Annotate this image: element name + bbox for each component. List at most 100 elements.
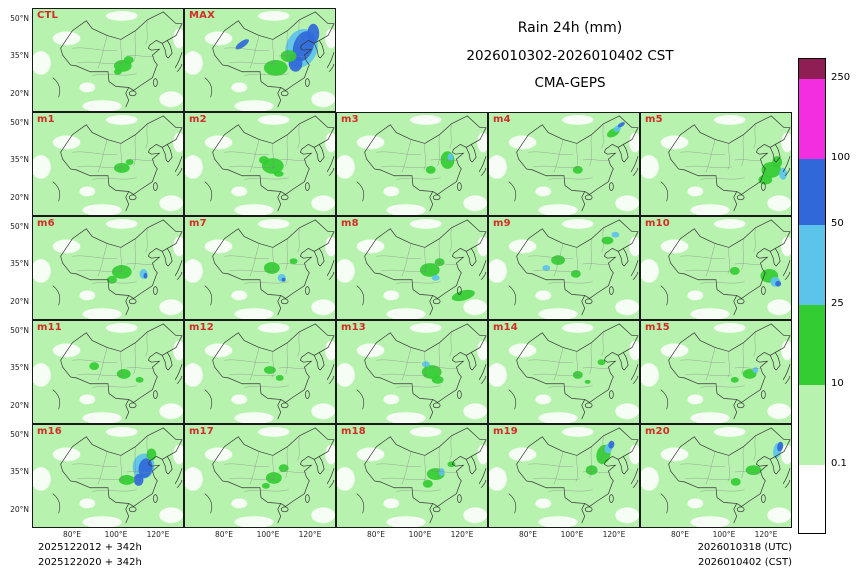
colorbar-label: 50	[831, 218, 844, 229]
map-panel-m18: m18	[336, 424, 488, 528]
y-axis-label: 35°N	[10, 363, 29, 372]
figure-model-name: CMA-GEPS	[534, 75, 606, 91]
y-axis-label: 50°N	[10, 14, 29, 23]
y-axis-label: 20°N	[10, 297, 29, 306]
colorbar-segment-250plus	[799, 59, 825, 79]
x-axis-label: 120°E	[754, 530, 778, 539]
panel-label-m16: m16	[37, 426, 62, 437]
y-axis-label: 20°N	[10, 505, 29, 514]
map-panel-m7: m7	[184, 216, 336, 320]
colorbar-label: 10	[831, 378, 844, 389]
x-axis-label: 100°E	[104, 530, 128, 539]
colorbar-segment-10-25	[799, 305, 825, 385]
panel-label-m14: m14	[493, 322, 518, 333]
panel-label-m8: m8	[341, 218, 359, 229]
map-m5	[641, 113, 791, 215]
figure-valid-period: 2026010302-2026010402 CST	[466, 48, 674, 64]
panel-label-m18: m18	[341, 426, 366, 437]
map-m18	[337, 425, 487, 527]
panel-label-m6: m6	[37, 218, 55, 229]
map-panel-max: MAX	[184, 8, 336, 112]
map-panel-m13: m13	[336, 320, 488, 424]
map-m6	[33, 217, 183, 319]
map-panel-m3: m3	[336, 112, 488, 216]
panel-label-m10: m10	[645, 218, 670, 229]
y-axis-label: 20°N	[10, 193, 29, 202]
x-axis-label: 120°E	[602, 530, 626, 539]
y-axis-label: 50°N	[10, 118, 29, 127]
y-axis-label: 50°N	[10, 326, 29, 335]
map-panel-m16: m16	[32, 424, 184, 528]
init-time-line-1: 2025122012 + 342h	[38, 542, 142, 553]
colorbar-label: 0.1	[831, 458, 847, 469]
x-axis-label: 100°E	[712, 530, 736, 539]
y-axis-label: 20°N	[10, 401, 29, 410]
map-panel-m2: m2	[184, 112, 336, 216]
y-axis-label: 35°N	[10, 259, 29, 268]
init-time-line-2: 2025122020 + 342h	[38, 557, 142, 568]
map-panel-m9: m9	[488, 216, 640, 320]
valid-time-utc: 2026010318 (UTC)	[697, 542, 792, 553]
x-axis-label: 100°E	[408, 530, 432, 539]
panel-label-m5: m5	[645, 114, 663, 125]
x-axis-label: 100°E	[560, 530, 584, 539]
colorbar	[798, 58, 826, 534]
y-axis-label: 50°N	[10, 222, 29, 231]
map-m15	[641, 321, 791, 423]
map-m10	[641, 217, 791, 319]
colorbar-segment-below-0.1	[799, 465, 825, 533]
map-panel-m12: m12	[184, 320, 336, 424]
map-panel-m1: m1	[32, 112, 184, 216]
x-axis-label: 80°E	[366, 530, 386, 539]
map-panel-m14: m14	[488, 320, 640, 424]
y-axis-label: 35°N	[10, 51, 29, 60]
valid-time-cst: 2026010402 (CST)	[697, 557, 792, 568]
panel-label-m9: m9	[493, 218, 511, 229]
y-axis-label: 35°N	[10, 155, 29, 164]
panel-label-m15: m15	[645, 322, 670, 333]
x-axis-label: 80°E	[214, 530, 234, 539]
y-axis-label: 20°N	[10, 89, 29, 98]
map-panel-ctl: CTL	[32, 8, 184, 112]
map-m13	[337, 321, 487, 423]
map-m3	[337, 113, 487, 215]
panel-label-m12: m12	[189, 322, 214, 333]
map-max	[185, 9, 335, 111]
colorbar-label: 100	[831, 152, 851, 163]
colorbar-label: 250	[831, 72, 851, 83]
colorbar-label: 25	[831, 298, 844, 309]
y-axis-label: 50°N	[10, 430, 29, 439]
panel-label-max: MAX	[189, 10, 216, 21]
x-axis-label: 120°E	[298, 530, 322, 539]
x-axis-label: 80°E	[62, 530, 82, 539]
map-ctl	[33, 9, 183, 111]
map-m2	[185, 113, 335, 215]
x-axis-label: 80°E	[670, 530, 690, 539]
panel-label-m1: m1	[37, 114, 55, 125]
map-m14	[489, 321, 639, 423]
map-panel-m17: m17	[184, 424, 336, 528]
map-m16	[33, 425, 183, 527]
map-panel-m11: m11	[32, 320, 184, 424]
map-m17	[185, 425, 335, 527]
colorbar-segment-50-100	[799, 159, 825, 225]
panel-label-m3: m3	[341, 114, 359, 125]
map-m20	[641, 425, 791, 527]
map-m19	[489, 425, 639, 527]
panel-label-ctl: CTL	[37, 10, 59, 21]
x-axis-label: 120°E	[450, 530, 474, 539]
panel-label-m19: m19	[493, 426, 518, 437]
colorbar-segment-100-250	[799, 79, 825, 159]
map-m11	[33, 321, 183, 423]
panel-label-m11: m11	[37, 322, 62, 333]
map-m12	[185, 321, 335, 423]
map-panel-m15: m15	[640, 320, 792, 424]
panel-label-m4: m4	[493, 114, 511, 125]
x-axis-label: 100°E	[256, 530, 280, 539]
panel-label-m17: m17	[189, 426, 214, 437]
map-panel-m4: m4	[488, 112, 640, 216]
panel-label-m20: m20	[645, 426, 670, 437]
map-m8	[337, 217, 487, 319]
map-panel-m6: m6	[32, 216, 184, 320]
